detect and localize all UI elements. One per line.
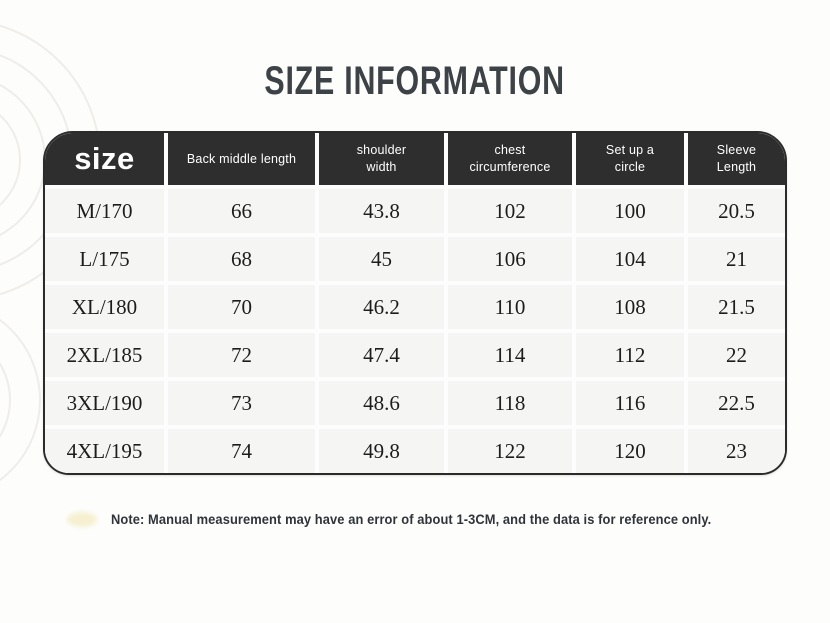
- column-header-size: size: [45, 133, 164, 185]
- value-cell: 100: [576, 189, 684, 233]
- value-cell: 70: [168, 285, 315, 329]
- size-cell: L/175: [45, 237, 164, 281]
- size-cell: M/170: [45, 189, 164, 233]
- value-cell: 21.5: [688, 285, 785, 329]
- note-text: Note: Manual measurement may have an err…: [110, 511, 712, 527]
- value-cell: 106: [448, 237, 572, 281]
- value-cell: 22: [688, 333, 785, 377]
- value-cell: 116: [576, 381, 684, 425]
- value-cell: 122: [448, 429, 572, 473]
- size-table-grid: size Back middle length shoulder width ches…: [45, 133, 785, 473]
- note-row: Note: Manual measurement may have an err…: [66, 511, 764, 527]
- size-cell: 4XL/195: [45, 429, 164, 473]
- column-header: chest circumference: [448, 133, 572, 185]
- value-cell: 43.8: [319, 189, 444, 233]
- value-cell: 104: [576, 237, 684, 281]
- value-cell: 102: [448, 189, 572, 233]
- value-cell: 72: [168, 333, 315, 377]
- value-cell: 46.2: [319, 285, 444, 329]
- size-cell: 3XL/190: [45, 381, 164, 425]
- column-header: shoulder width: [319, 133, 444, 185]
- value-cell: 47.4: [319, 333, 444, 377]
- value-cell: 118: [448, 381, 572, 425]
- value-cell: 20.5: [688, 189, 785, 233]
- value-cell: 66: [168, 189, 315, 233]
- value-cell: 120: [576, 429, 684, 473]
- note-highlight-blob: [66, 511, 97, 527]
- value-cell: 49.8: [319, 429, 444, 473]
- value-cell: 45: [319, 237, 444, 281]
- column-header: Sleeve Length: [688, 133, 785, 185]
- value-cell: 68: [168, 237, 315, 281]
- page-title: SIZE INFORMATION: [264, 59, 566, 103]
- value-cell: 110: [448, 285, 572, 329]
- value-cell: 114: [448, 333, 572, 377]
- value-cell: 112: [576, 333, 684, 377]
- size-cell: XL/180: [45, 285, 164, 329]
- value-cell: 21: [688, 237, 785, 281]
- column-header: Set up a circle: [576, 133, 684, 185]
- value-cell: 23: [688, 429, 785, 473]
- value-cell: 73: [168, 381, 315, 425]
- value-cell: 48.6: [319, 381, 444, 425]
- size-table: size Back middle length shoulder width ches…: [43, 131, 787, 475]
- value-cell: 74: [168, 429, 315, 473]
- size-cell: 2XL/185: [45, 333, 164, 377]
- column-header: Back middle length: [168, 133, 315, 185]
- value-cell: 22.5: [688, 381, 785, 425]
- value-cell: 108: [576, 285, 684, 329]
- content-column: SIZE INFORMATION size Back middle length s…: [43, 59, 787, 527]
